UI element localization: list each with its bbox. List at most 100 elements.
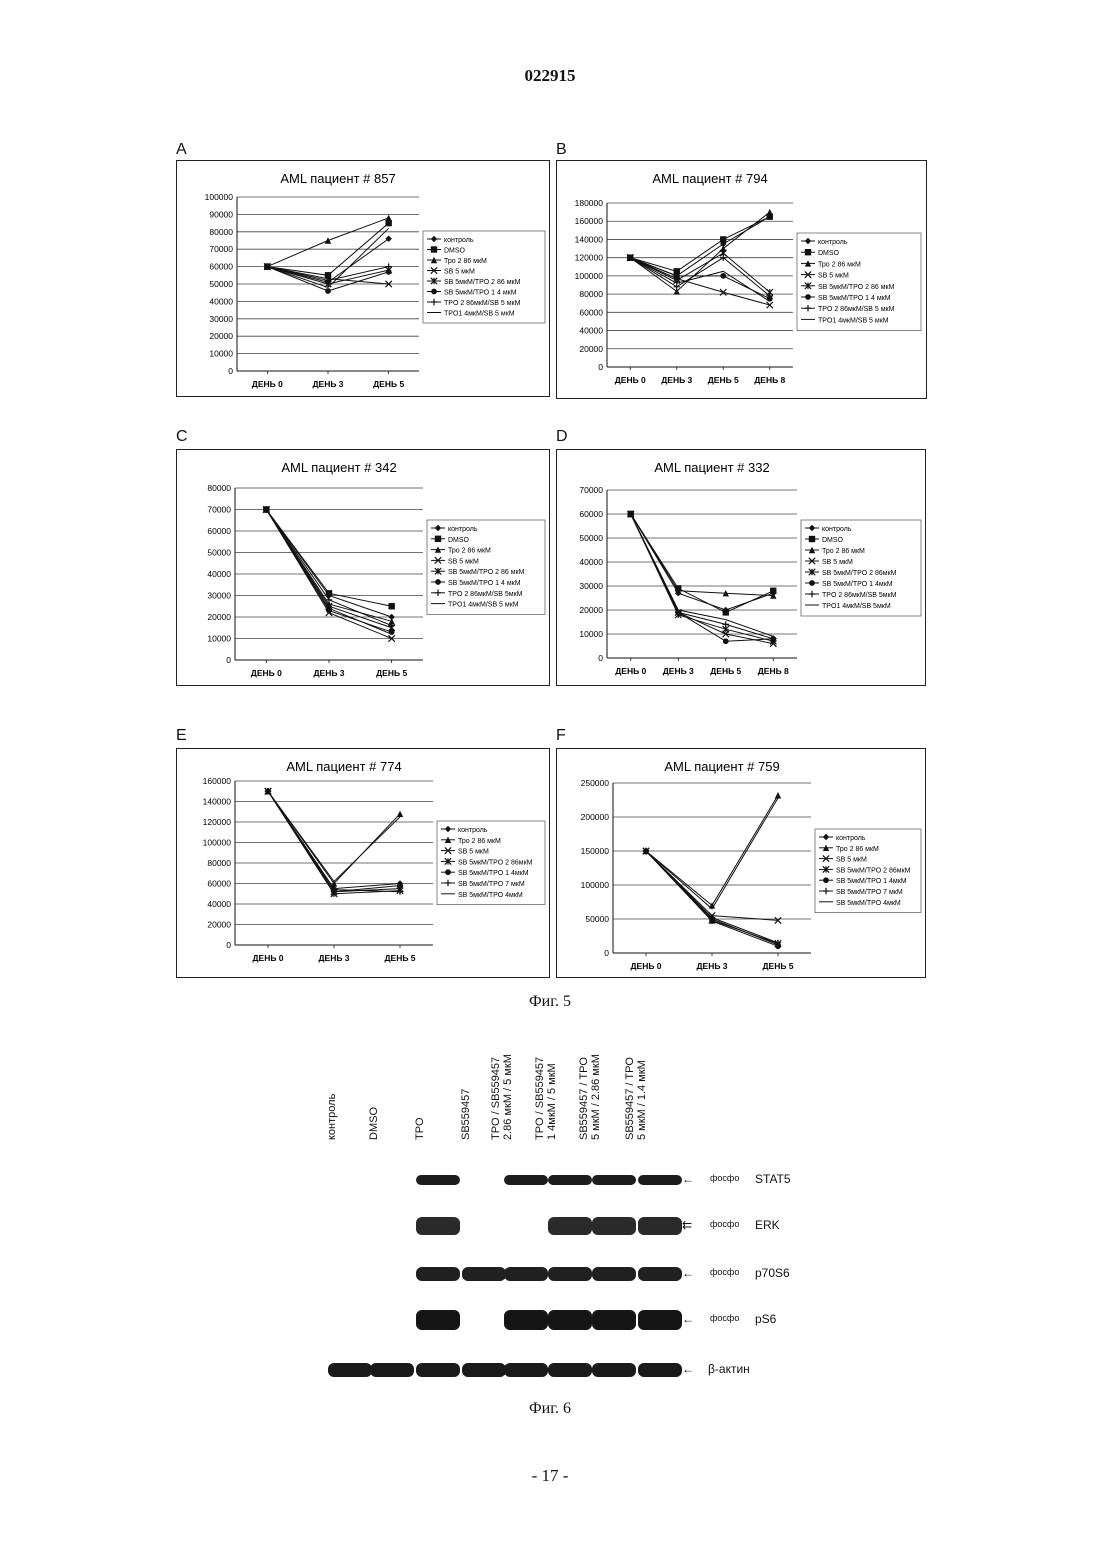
blot-band xyxy=(548,1217,592,1235)
series-line xyxy=(646,851,778,943)
blot-band xyxy=(416,1267,460,1281)
legend-label: Тро 2 86 мкМ xyxy=(458,838,501,845)
series-line xyxy=(266,510,391,633)
data-point xyxy=(385,236,391,242)
x-tick-label: ДЕНЬ 5 xyxy=(373,379,404,389)
x-tick-label: ДЕНЬ 3 xyxy=(661,375,692,385)
y-tick-label: 80000 xyxy=(207,858,231,868)
y-tick-label: 200000 xyxy=(581,812,610,822)
y-tick-label: 100000 xyxy=(575,271,604,281)
blot-band xyxy=(328,1363,372,1377)
lane-label: TPO / SB559457 1 4мкМ / 5 мкМ xyxy=(534,1057,558,1140)
chart-svg-f: AML пациент # 75905000010000015000020000… xyxy=(557,749,925,977)
x-tick-label: ДЕНЬ 5 xyxy=(710,666,741,676)
legend-label: SB 5 мкМ xyxy=(836,857,867,864)
y-tick-label: 140000 xyxy=(203,797,232,807)
document-number: 022915 xyxy=(0,66,1100,86)
legend-label: SB 5мкМ/TPO 2 86мкМ xyxy=(822,570,897,577)
blot-row-prefix: фосфо xyxy=(710,1313,739,1323)
legend-label: DMSO xyxy=(444,248,466,255)
series-line xyxy=(646,851,778,943)
y-tick-label: 40000 xyxy=(209,296,233,306)
legend-label: TPO1 4мкМ/SB 5 мкМ xyxy=(448,602,519,609)
y-tick-label: 0 xyxy=(228,366,233,376)
y-tick-label: 160000 xyxy=(575,216,604,226)
x-tick-label: ДЕНЬ 0 xyxy=(251,668,282,678)
chart-title: AML пациент # 332 xyxy=(654,460,769,475)
y-tick-label: 10000 xyxy=(209,349,233,359)
y-tick-label: 80000 xyxy=(579,289,603,299)
legend-label: SB 5мкМ/TPO 2 86мкМ xyxy=(836,867,911,874)
blot-band xyxy=(504,1310,548,1330)
series-line xyxy=(631,514,774,612)
blot-band xyxy=(592,1310,636,1330)
chart-panel-a: AML пациент # 85701000020000300004000050… xyxy=(176,160,550,397)
y-tick-label: 160000 xyxy=(203,776,232,786)
y-tick-label: 40000 xyxy=(579,557,603,567)
y-tick-label: 90000 xyxy=(209,209,233,219)
y-tick-label: 60000 xyxy=(207,879,231,889)
legend-label: TPO1 4мкМ/SB 5мкМ xyxy=(822,603,891,610)
panel-letter-d: D xyxy=(556,428,568,446)
legend-marker xyxy=(435,536,441,542)
legend-label: SB 5мкМ/TPO 7 мкМ xyxy=(836,889,903,896)
x-tick-label: ДЕНЬ 5 xyxy=(708,375,739,385)
legend-label: SB 5мкМ/TPO 4мкМ xyxy=(458,892,523,899)
legend-marker xyxy=(823,877,829,883)
legend-label: SB 5 мкМ xyxy=(458,849,489,856)
blot-band xyxy=(416,1310,460,1330)
legend-box xyxy=(801,520,921,616)
y-tick-label: 20000 xyxy=(579,605,603,615)
legend-label: SB 5мкМ/TPO 1 4мкМ xyxy=(822,581,893,588)
legend-label: Тро 2 86 мкМ xyxy=(444,258,487,265)
y-tick-label: 100000 xyxy=(205,192,234,202)
legend-marker xyxy=(809,580,815,586)
series-line xyxy=(646,851,778,946)
blot-band xyxy=(416,1363,460,1377)
fig6-caption: Фиг. 6 xyxy=(0,1400,1100,1418)
panel-letter-c: C xyxy=(176,428,188,446)
blot-row: ←фосфоp70S6 xyxy=(290,1262,790,1286)
blot-row-label: β-актин xyxy=(708,1362,750,1376)
blot-band xyxy=(504,1363,548,1377)
x-tick-label: ДЕНЬ 3 xyxy=(663,666,694,676)
series-line xyxy=(631,514,774,639)
series-line xyxy=(268,791,400,891)
legend-label: SB 5мкМ/TPO 4мкМ xyxy=(836,900,901,907)
blot-row: ←фосфоpS6 xyxy=(290,1308,790,1332)
data-point xyxy=(326,590,332,596)
data-point xyxy=(767,302,773,308)
chart-panel-f: AML пациент # 75905000010000015000020000… xyxy=(556,748,926,978)
y-tick-label: 100000 xyxy=(581,880,610,890)
data-point xyxy=(386,269,392,275)
blot-band xyxy=(638,1175,682,1185)
blot-band xyxy=(370,1363,414,1377)
legend-label: SB 5 мкМ xyxy=(818,273,849,280)
y-tick-label: 30000 xyxy=(579,581,603,591)
blot-row-prefix: фосфо xyxy=(710,1219,739,1229)
legend-label: SB 5мкМ/TPO 1 4мкМ xyxy=(836,878,907,885)
series-line xyxy=(268,791,400,881)
y-tick-label: 60000 xyxy=(209,262,233,272)
legend-box xyxy=(423,231,545,323)
y-tick-label: 180000 xyxy=(575,198,604,208)
blot-band xyxy=(416,1217,460,1235)
y-tick-label: 60000 xyxy=(579,307,603,317)
blot-band xyxy=(548,1310,592,1330)
data-point xyxy=(385,215,391,221)
legend-label: контроль xyxy=(836,835,866,842)
legend-label: SB 5мкМ/TPO 1 4 мкМ xyxy=(818,295,891,302)
legend-label: SB 5мкМ/TPO 1 4мкМ xyxy=(458,870,529,877)
data-point xyxy=(397,889,403,895)
y-tick-label: 10000 xyxy=(207,634,231,644)
legend-label: SB 5 мкМ xyxy=(822,559,853,566)
blot-band xyxy=(548,1267,592,1281)
y-tick-label: 100000 xyxy=(203,838,232,848)
y-tick-label: 20000 xyxy=(209,331,233,341)
blot-arrow: ← xyxy=(682,1362,694,1376)
lane-labels: контрольDMSOTPOSB559457TPO / SB559457 2.… xyxy=(290,1040,790,1140)
chart-title: AML пациент # 774 xyxy=(286,759,401,774)
legend-label: DMSO xyxy=(818,250,840,257)
y-tick-label: 20000 xyxy=(207,612,231,622)
series-line xyxy=(268,791,400,891)
